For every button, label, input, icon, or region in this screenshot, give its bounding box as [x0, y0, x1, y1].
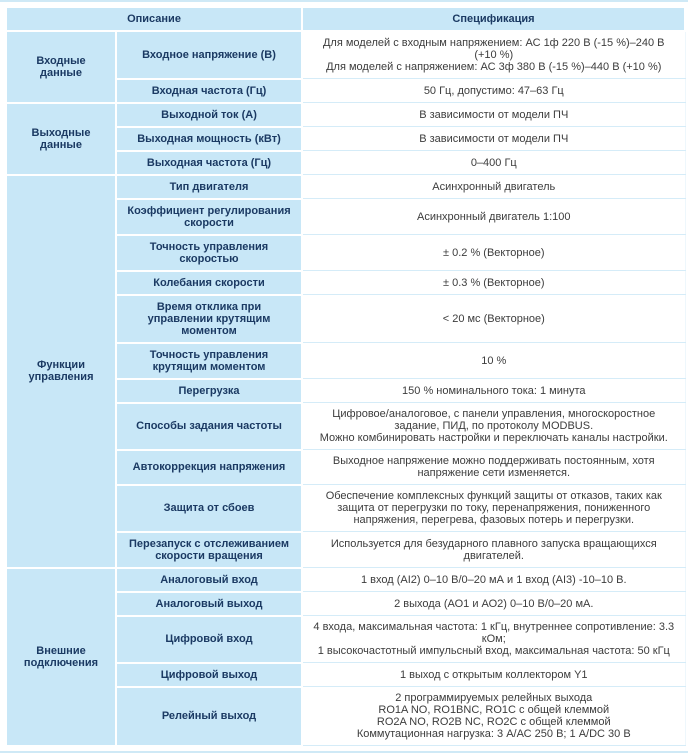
- spec-line: Асинхронный двигатель: [432, 180, 556, 193]
- group-label-external-connections: Внешние подключения: [5, 566, 117, 747]
- spec-line: В зависимости от модели ПЧ: [419, 132, 569, 145]
- header-description: Описание: [4, 6, 304, 32]
- spec-line: RO1A NO, RO1BNC, RO1C с общей клеммой: [378, 704, 610, 716]
- spec-line: Цифровое/аналоговое, с панели управления…: [332, 408, 656, 432]
- group-label-input-data: Входные данные: [5, 30, 117, 104]
- table-row: Внешние подключения Аналоговый вход 1 вх…: [5, 566, 686, 747]
- table-row: Входная частота (Гц) 50 Гц, допустимо: 4…: [6, 77, 686, 104]
- spec-line: 150 % номинального тока: 1 минута: [402, 384, 586, 397]
- param-cell: Защита от сбоев: [114, 483, 304, 533]
- table-row: Выходная мощность (кВт) В зависимости от…: [6, 125, 686, 152]
- spec-cell: ± 0.3 % (Векторное): [301, 270, 686, 295]
- param-cell: Перезапуск с отслеживанием скорости вращ…: [114, 530, 304, 569]
- spec-cell: Цифровое/аналоговое, с панели управления…: [301, 402, 686, 450]
- group-label-control-functions: Функции управления: [5, 173, 117, 569]
- spec-cell: В зависимости от модели ПЧ: [301, 102, 686, 127]
- spec-line: 4 входа, максимальная частота: 1 кГц, вн…: [313, 621, 675, 645]
- param-cell: Выходная мощность (кВт): [114, 125, 304, 152]
- spec-table: Описание Спецификация Входные данные Вхо…: [4, 6, 687, 747]
- spec-line: Можно комбинировать настройки и переключ…: [319, 432, 668, 444]
- spec-cell: Асинхронный двигатель 1:100: [301, 198, 686, 235]
- spec-line: 1 высокочастотный импульсный вход, макси…: [317, 645, 670, 657]
- spec-line: 1 вход (AI2) 0–10 В/0–20 мА и 1 вход (AI…: [360, 573, 627, 586]
- table-row: Выходные данные Выходной ток (А) В завис…: [5, 101, 686, 176]
- param-cell: Аналоговый выход: [114, 590, 304, 617]
- spec-line: 1 выход с открытым коллектором Y1: [399, 668, 588, 681]
- param-cell: Входная частота (Гц): [114, 77, 304, 104]
- spec-cell: 1 выход с открытым коллектором Y1: [301, 662, 686, 687]
- param-cell: Способы задания частоты: [114, 401, 304, 451]
- spec-line: Используется для безударного плавного за…: [330, 537, 657, 562]
- spec-cell: Обеспечение комплексных функций защиты о…: [301, 484, 686, 532]
- header-specification: Спецификация: [301, 6, 687, 32]
- spec-line: ± 0.3 % (Векторное): [443, 276, 545, 289]
- spec-cell: ± 0.2 % (Векторное): [301, 234, 686, 271]
- param-cell: Автокоррекция напряжения: [114, 448, 304, 486]
- table-row: Выходная частота (Гц) 0–400 Гц: [6, 149, 686, 176]
- table-row: Перегрузка 150 % номинального тока: 1 ми…: [6, 377, 686, 404]
- spec-cell: Асинхронный двигатель: [301, 174, 686, 199]
- spec-line: 0–400 Гц: [470, 156, 517, 169]
- spec-line: Для моделей с напряжением: АС 3ф 380 В (…: [326, 61, 662, 73]
- param-cell: Колебания скорости: [114, 269, 304, 296]
- table-row: Способы задания частоты Цифровое/аналого…: [6, 401, 686, 451]
- spec-cell: < 20 мс (Векторное): [301, 294, 686, 343]
- spec-cell: Выходное напряжение можно поддерживать п…: [301, 449, 686, 485]
- param-cell: Время отклика при управлении крутящим мо…: [114, 293, 304, 344]
- spec-line: 50 Гц, допустимо: 47–63 Гц: [423, 84, 564, 97]
- param-cell: Коэффициент регулирования скорости: [114, 197, 304, 236]
- spec-cell: 50 Гц, допустимо: 47–63 Гц: [301, 78, 686, 103]
- spec-cell: 1 вход (AI2) 0–10 В/0–20 мА и 1 вход (AI…: [301, 567, 686, 592]
- table-row: Точность управления скоростью ± 0.2 % (В…: [6, 233, 686, 272]
- spec-line: Коммутационная нагрузка: 3 А/АС 250 В; 1…: [356, 728, 631, 740]
- param-cell: Релейный выход: [114, 685, 304, 747]
- group-label-output-data: Выходные данные: [5, 101, 117, 176]
- spec-line: 10 %: [481, 354, 507, 367]
- table-row: Перезапуск с отслеживанием скорости вращ…: [6, 530, 686, 569]
- spec-line: Для моделей с входным напряжением: АС 1ф…: [322, 37, 665, 61]
- param-cell: Цифровой выход: [114, 661, 304, 688]
- param-cell: Тип двигателя: [114, 173, 304, 200]
- table-row: Точность управления крутящим моментом 10…: [6, 341, 686, 380]
- header-row: Описание Спецификация: [4, 6, 687, 32]
- spec-line: RO2A NO, RO2B NC, RO2C с общей клеммой: [376, 716, 611, 728]
- spec-line: В зависимости от модели ПЧ: [419, 108, 569, 121]
- param-cell: Перегрузка: [114, 377, 304, 404]
- spec-cell: В зависимости от модели ПЧ: [301, 126, 686, 151]
- table-row: Функции управления Тип двигателя Асинхро…: [5, 173, 686, 569]
- param-cell: Точность управления крутящим моментом: [114, 341, 304, 380]
- spec-line: ± 0.2 % (Векторное): [443, 246, 545, 259]
- param-cell: Аналоговый вход: [114, 566, 304, 593]
- table-row: Время отклика при управлении крутящим мо…: [6, 293, 686, 344]
- table-row: Автокоррекция напряжения Выходное напряж…: [6, 448, 686, 486]
- table-row: Аналоговый выход 2 выхода (АО1 и АО2) 0–…: [6, 590, 686, 617]
- spec-line: Асинхронный двигатель 1:100: [417, 210, 571, 223]
- spec-line: Выходное напряжение можно поддерживать п…: [332, 455, 655, 479]
- spec-cell: 150 % номинального тока: 1 минута: [301, 378, 686, 403]
- table-row: Входные данные Входное напряжение (В) Дл…: [5, 30, 686, 104]
- param-cell: Выходная частота (Гц): [114, 149, 304, 176]
- spec-cell: 10 %: [301, 342, 686, 379]
- spec-cell: Используется для безударного плавного за…: [301, 531, 686, 568]
- spec-cell: Для моделей с входным напряжением: АС 1ф…: [301, 30, 686, 79]
- table-row: Колебания скорости ± 0.3 % (Векторное): [6, 269, 686, 296]
- param-cell: Выходной ток (А): [114, 101, 304, 128]
- spec-cell: 4 входа, максимальная частота: 1 кГц, вн…: [301, 615, 686, 663]
- spec-line: 2 выхода (АО1 и АО2) 0–10 В/0–20 мА.: [394, 597, 594, 610]
- spec-cell: 2 выхода (АО1 и АО2) 0–10 В/0–20 мА.: [301, 591, 686, 616]
- table-row: Коэффициент регулирования скорости Асинх…: [6, 197, 686, 236]
- param-cell: Точность управления скоростью: [114, 233, 304, 272]
- spec-line: < 20 мс (Векторное): [442, 312, 545, 325]
- spec-cell: 0–400 Гц: [301, 150, 686, 175]
- spec-cell: 2 программируемых релейных выхода RO1A N…: [301, 686, 686, 746]
- spec-line: Обеспечение комплексных функций защиты о…: [325, 490, 662, 526]
- table-row: Защита от сбоев Обеспечение комплексных …: [6, 483, 686, 533]
- spec-line: 2 программируемых релейных выхода: [395, 692, 593, 704]
- param-cell: Входное напряжение (В): [114, 30, 304, 80]
- param-cell: Цифровой вход: [114, 614, 304, 664]
